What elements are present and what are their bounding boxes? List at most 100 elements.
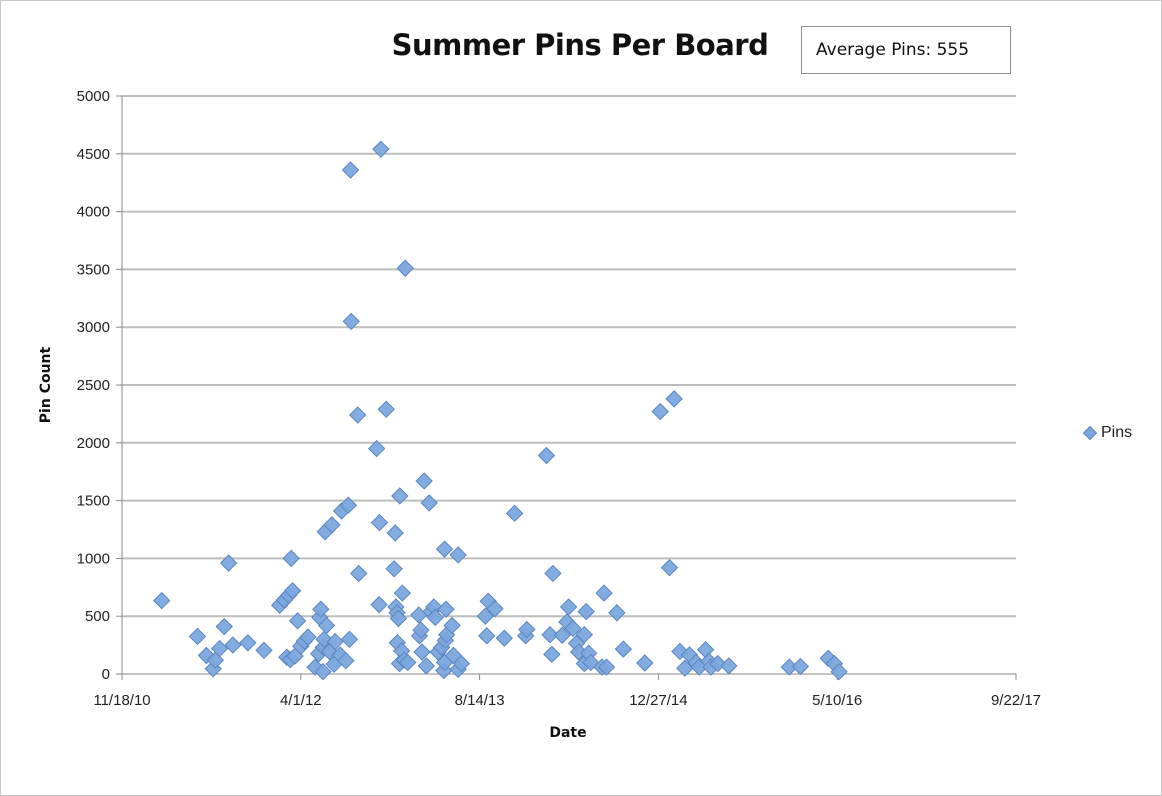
data-point [608,604,626,622]
legend: Pins [1082,424,1133,442]
data-point [152,591,171,610]
data-point [219,554,238,572]
data-point [476,607,495,625]
data-point [577,602,595,621]
data-point [377,400,395,418]
x-axis-title: Date [549,725,586,741]
data-point [495,629,513,647]
y-tick-label: 5000 [77,88,110,105]
data-point [478,627,496,645]
data-point [544,564,562,583]
data-point [282,549,300,568]
y-tick-label: 1500 [77,493,110,510]
y-tick-label: 500 [85,608,110,625]
data-point [386,524,404,542]
data-point [393,584,412,602]
data-point [342,312,360,331]
data-point [537,446,556,465]
data-point [443,616,461,635]
x-tick-labels: 11/18/10 4/1/12 8/14/13 12/27/14 5/10/16 9/22… [93,692,1041,709]
y-tick-label: 2000 [77,435,110,452]
data-point [337,651,355,670]
data-point [283,582,302,600]
y-axis-title: Pin Count [38,346,54,423]
data-point [314,662,332,681]
legend-label: Pins [1101,424,1133,441]
data-point [323,516,341,534]
data-point [564,619,582,638]
data-point [437,600,455,618]
data-point [597,658,616,676]
y-tick-labels: 0 500 1000 1500 2000 2500 3000 3500 4000 4500 5000 [77,88,110,683]
data-point [435,540,454,558]
data-points [152,140,848,681]
y-tick-label: 2500 [77,377,110,394]
data-point [385,560,403,578]
y-tick-label: 3000 [77,319,110,336]
y-tick-label: 1000 [77,550,110,567]
data-point [614,640,633,658]
x-tick-label: 4/1/12 [280,692,322,709]
data-point [188,627,207,646]
data-point [412,621,430,639]
data-point [505,504,524,523]
data-point [559,598,578,616]
data-point [452,654,471,673]
data-point [518,620,536,639]
data-point [541,625,559,644]
data-point [709,654,727,673]
data-point [676,659,694,677]
y-tick-label: 4000 [77,204,110,221]
data-point [417,657,436,675]
y-tick-label: 3500 [77,261,110,278]
chart-title: Summer Pins Per Board [391,28,769,62]
data-point [340,630,359,649]
data-point [720,657,738,675]
y-tick-label: 0 [102,666,110,683]
x-tick-label: 11/18/10 [93,692,150,709]
average-pins-annotation: Average Pins: 555 [801,26,1011,74]
data-point [830,662,848,681]
data-point [312,600,330,618]
data-point [348,406,367,424]
data-point [636,654,654,672]
data-point [370,513,389,532]
data-point [215,617,233,636]
x-tick-label: 8/14/13 [455,692,505,709]
data-point [370,595,388,614]
grid-lines [122,95,1016,618]
data-point [660,558,679,577]
data-point [426,608,444,627]
data-point [413,643,431,661]
data-point [420,494,438,512]
data-point [339,496,358,514]
data-point [367,439,386,458]
data-point [543,645,561,664]
y-tick-label: 4500 [77,146,110,163]
data-point [396,259,414,277]
data-point [288,612,307,630]
data-point [315,630,333,649]
x-tick-label: 12/27/14 [629,692,687,709]
data-point [239,634,257,652]
axes [116,95,1017,680]
data-point [553,626,571,644]
data-point [486,599,504,618]
data-point [415,472,433,490]
data-point [389,609,408,628]
data-point [317,616,336,635]
data-point [350,564,368,583]
data-point [791,657,810,676]
data-point [575,625,594,644]
data-point [372,140,390,158]
data-point [665,390,683,408]
data-point [595,584,613,602]
x-tick-label: 5/10/16 [812,692,862,709]
legend-marker-icon [1082,425,1098,441]
data-point [651,402,669,421]
data-point [299,628,317,646]
data-point [399,653,417,672]
data-point [391,487,409,505]
data-point [224,636,242,654]
